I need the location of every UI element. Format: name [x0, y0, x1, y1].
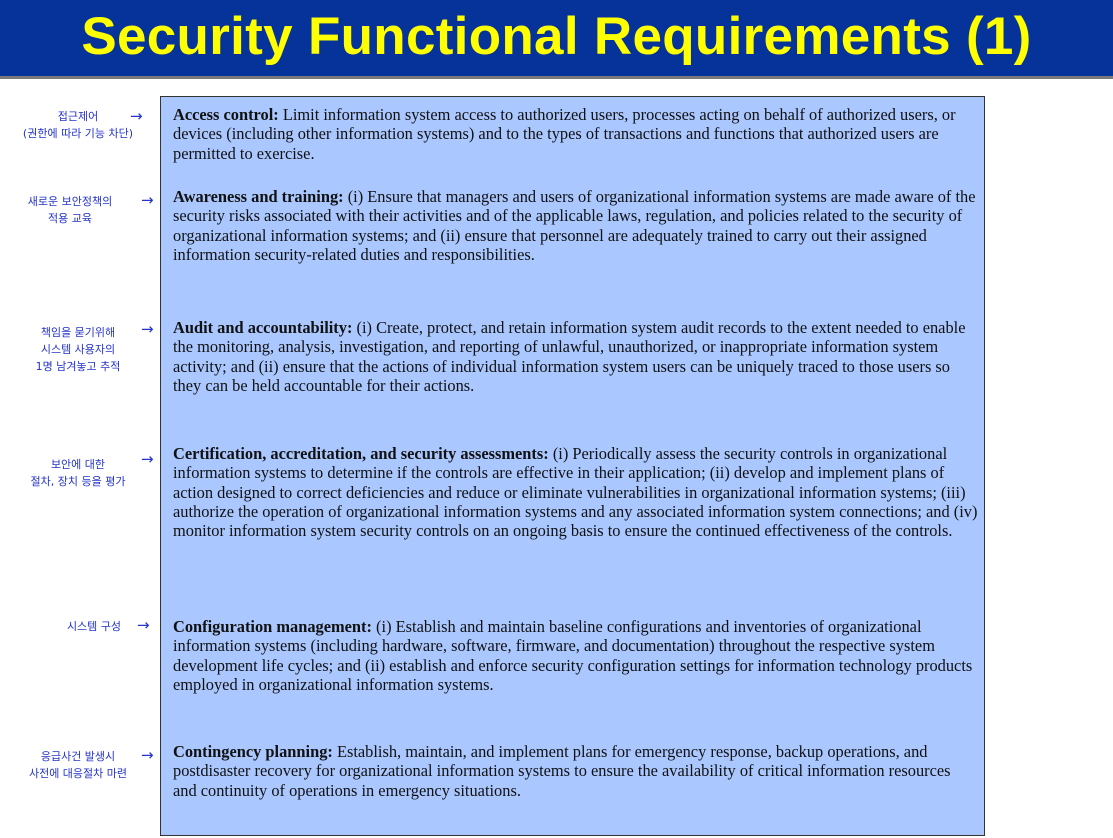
requirement-text: (i) Periodically assess the security con…	[173, 444, 978, 541]
requirement-text: (i) Establish and maintain baseline conf…	[173, 617, 973, 694]
requirement-awareness-training: Awareness and training: (i) Ensure that …	[173, 187, 978, 264]
requirement-text: Limit information system access to autho…	[173, 105, 956, 163]
annotation-line: 1명 남겨놓고 추적	[35, 360, 121, 373]
arrow-icon: →	[141, 191, 154, 209]
annotation-access-control: 접근제어 (권한에 따라 기능 차단)	[14, 108, 142, 142]
requirement-name: Audit and accountability:	[173, 318, 353, 337]
requirement-name: Certification, accreditation, and securi…	[173, 444, 549, 463]
annotation-line: 시스템 구성	[66, 620, 122, 633]
annotation-line: 보안에 대한	[50, 458, 106, 471]
requirement-name: Access control:	[173, 105, 279, 124]
annotation-line: 책임을 묻기위해	[40, 326, 116, 339]
requirement-certification: Certification, accreditation, and securi…	[173, 444, 978, 540]
requirement-text: (i) Ensure that managers and users of or…	[173, 187, 976, 264]
arrow-icon: →	[137, 616, 150, 634]
annotation-line: 접근제어	[57, 110, 99, 123]
annotation-line: (권한에 따라 기능 차단)	[22, 127, 134, 140]
annotation-contingency-planning: 응급사건 발생시 사전에 대응절차 마련	[14, 748, 142, 782]
annotation-awareness-training: 새로운 보안정책의 적용 교육	[6, 193, 134, 227]
annotation-audit-accountability: 책임을 묻기위해 시스템 사용자의 1명 남겨놓고 추적	[14, 324, 142, 375]
requirement-name: Configuration management:	[173, 617, 372, 636]
requirement-access-control: Access control: Limit information system…	[173, 105, 978, 163]
requirement-text: (i) Create, protect, and retain informat…	[173, 318, 966, 395]
requirement-name: Awareness and training:	[173, 187, 344, 206]
requirements-box: Access control: Limit information system…	[160, 96, 985, 836]
requirement-configuration-management: Configuration management: (i) Establish …	[173, 617, 978, 694]
arrow-icon: →	[130, 107, 143, 125]
annotation-line: 절차, 장치 등을 평가	[30, 475, 126, 488]
arrow-icon: →	[141, 450, 154, 468]
requirement-audit-accountability: Audit and accountability: (i) Create, pr…	[173, 318, 978, 395]
requirement-text: Establish, maintain, and implement plans…	[173, 742, 951, 800]
annotation-line: 사전에 대응절차 마련	[28, 767, 128, 780]
arrow-icon: →	[141, 320, 154, 338]
page-title: Security Functional Requirements (1)	[81, 7, 1032, 66]
title-bar: Security Functional Requirements (1)	[0, 0, 1113, 79]
annotation-certification: 보안에 대한 절차, 장치 등을 평가	[14, 456, 142, 490]
annotation-line: 새로운 보안정책의	[27, 195, 113, 208]
annotation-line: 응급사건 발생시	[40, 750, 116, 763]
requirement-name: Contingency planning:	[173, 742, 333, 761]
annotation-line: 적용 교육	[48, 212, 92, 225]
annotation-line: 시스템 사용자의	[40, 343, 116, 356]
annotation-configuration-management: 시스템 구성	[54, 618, 134, 635]
requirement-contingency-planning: Contingency planning: Establish, maintai…	[173, 742, 978, 800]
arrow-icon: →	[141, 746, 154, 764]
